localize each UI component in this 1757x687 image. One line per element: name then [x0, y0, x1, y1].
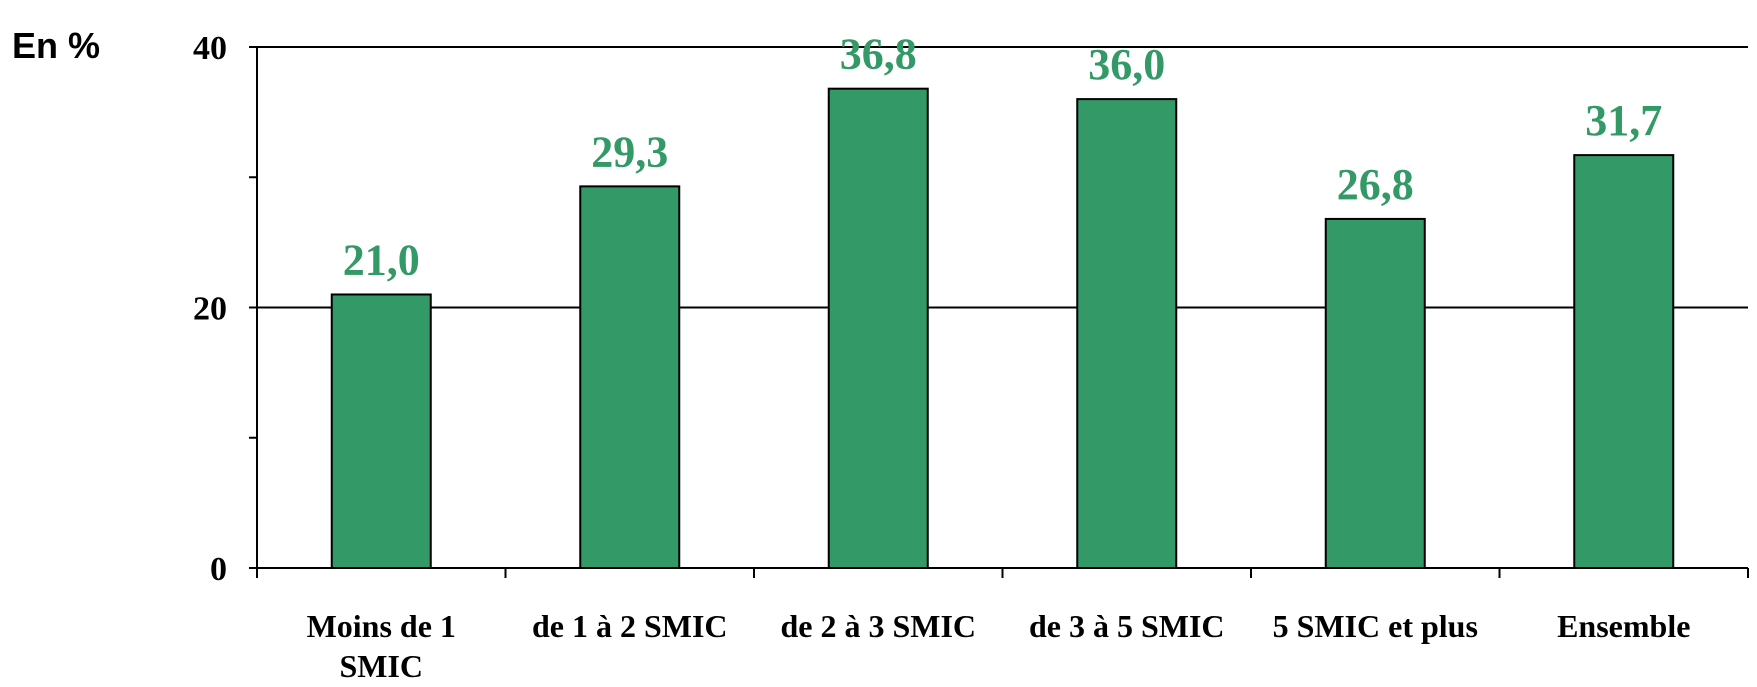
y-tick-label: 20 — [193, 291, 227, 328]
category-label: 5 SMIC et plus — [1273, 608, 1478, 644]
category-label: Ensemble — [1557, 608, 1690, 644]
category-label: de 1 à 2 SMIC — [532, 608, 728, 644]
category-label: SMIC — [339, 648, 423, 684]
category-labels: Moins de 1 SMIC de 1 à 2 SMIC de 2 à 3 SMIC… — [307, 608, 1691, 684]
value-label: 36,8 — [840, 30, 917, 79]
value-label: 26,8 — [1337, 160, 1414, 209]
value-label: 36,0 — [1088, 40, 1165, 89]
y-tick-label: 0 — [210, 551, 227, 588]
gridlines — [257, 46, 1748, 309]
value-label: 31,7 — [1585, 96, 1662, 145]
category-label: de 2 à 3 SMIC — [780, 608, 976, 644]
bar — [1076, 98, 1178, 569]
value-label: 29,3 — [591, 127, 668, 176]
category-label: Moins de 1 — [307, 608, 456, 644]
bar — [579, 185, 681, 569]
value-label: 21,0 — [343, 235, 420, 284]
bars — [330, 87, 1675, 570]
y-tick-labels: 0 20 40 — [193, 30, 227, 588]
axes — [249, 46, 1749, 578]
y-tick-label: 40 — [193, 30, 227, 67]
category-label: de 3 à 5 SMIC — [1029, 608, 1225, 644]
value-labels: 21,0 29,3 36,8 36,0 26,8 31,7 — [343, 30, 1663, 285]
bar — [827, 87, 929, 570]
unit-label: En % — [12, 25, 100, 66]
bar — [1324, 217, 1426, 569]
bar — [330, 293, 432, 569]
bar — [1573, 154, 1675, 569]
